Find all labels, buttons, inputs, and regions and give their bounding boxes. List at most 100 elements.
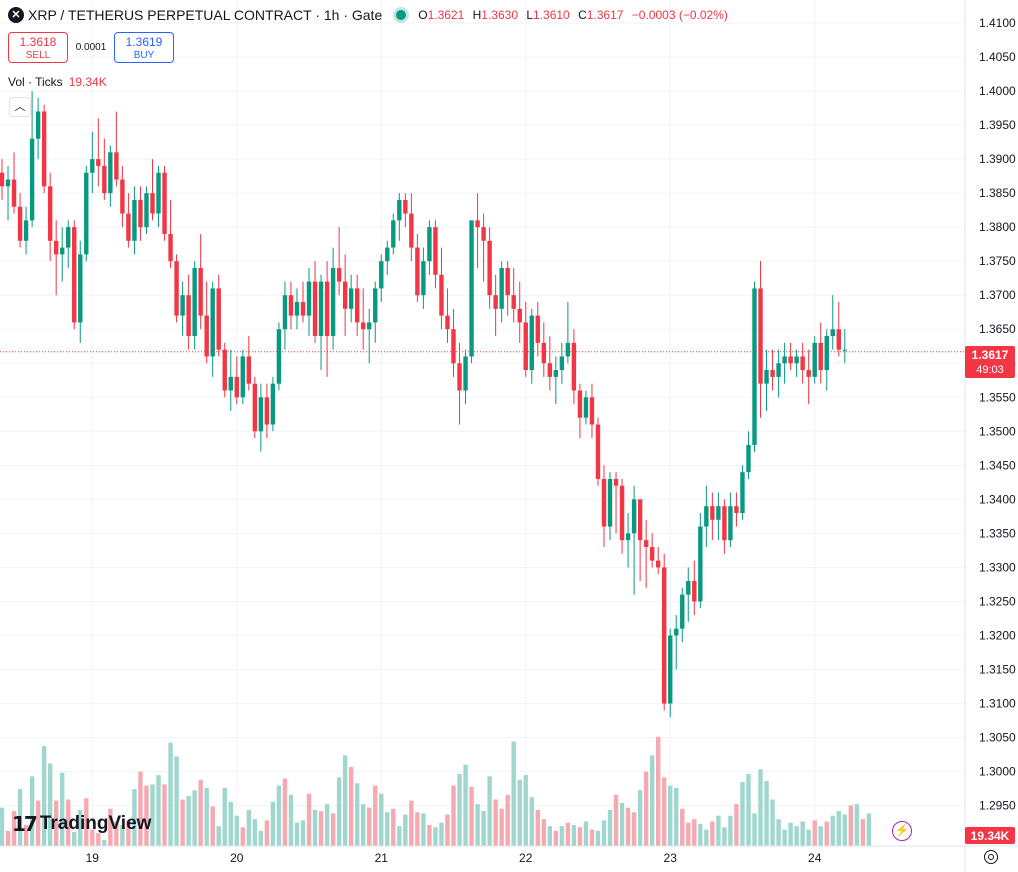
candle-body xyxy=(547,363,553,377)
buy-button[interactable]: 1.3619 BUY xyxy=(114,32,174,63)
candle-body xyxy=(668,635,673,704)
volume-bar xyxy=(746,773,751,846)
candle-body xyxy=(144,193,149,228)
candle-body xyxy=(463,356,468,391)
candle-body xyxy=(72,227,77,323)
volume-bar xyxy=(668,785,673,846)
price-tick-label: 1.3100 xyxy=(979,697,1016,711)
candle-body xyxy=(361,322,366,330)
price-tick-label: 1.4050 xyxy=(979,50,1016,64)
candle-body xyxy=(740,472,745,513)
candle-body xyxy=(415,247,420,296)
volume-bar xyxy=(288,794,294,846)
candle-body xyxy=(120,179,125,214)
candle-body xyxy=(373,288,378,323)
tv-logo-icon: 17 xyxy=(12,812,38,836)
volume-bar xyxy=(66,799,71,846)
candle-body xyxy=(674,628,679,636)
candle-body xyxy=(752,288,757,445)
candle-body xyxy=(758,288,763,384)
volume-bar xyxy=(571,825,577,846)
volume-bar xyxy=(824,821,829,846)
sell-button[interactable]: 1.3618 SELL xyxy=(8,32,68,63)
time-axis[interactable]: 19 20 21 22 23 24 xyxy=(86,851,822,865)
price-tick-label: 1.3350 xyxy=(979,526,1016,540)
candle-body xyxy=(150,193,155,214)
volume-bar xyxy=(379,793,384,846)
volume-bar xyxy=(403,814,408,846)
candle-body xyxy=(812,342,817,377)
price-axis[interactable]: 1.4100 1.4050 1.4000 1.3950 1.3900 1.3850 1.38… xyxy=(979,16,1016,813)
volume-bar xyxy=(0,807,5,846)
volume-bar xyxy=(210,806,215,846)
candle-body xyxy=(300,302,306,316)
price-tick-label: 1.4100 xyxy=(979,16,1016,30)
candle-body xyxy=(631,499,637,534)
candle-body xyxy=(577,390,583,418)
volume-bar xyxy=(698,823,703,846)
candle-body xyxy=(138,199,143,228)
volume-badge-value: 19.34K xyxy=(971,829,1010,843)
candle-body xyxy=(276,329,282,384)
candle-body xyxy=(800,356,805,371)
candle-body xyxy=(445,315,450,330)
time-tick-label: 22 xyxy=(519,851,533,865)
candle-body xyxy=(192,267,197,337)
price-tick-label: 1.3900 xyxy=(979,152,1016,166)
candle-body xyxy=(96,159,101,166)
candle-body xyxy=(306,281,312,316)
volume-bar xyxy=(752,813,757,846)
volume-bar xyxy=(800,821,805,846)
candle-body xyxy=(601,478,607,527)
candle-body xyxy=(108,152,113,194)
volume-bar xyxy=(240,827,245,846)
close-value: 1.3617 xyxy=(586,8,624,22)
volume-bar xyxy=(794,826,799,846)
volume-bar xyxy=(47,763,53,846)
candle-body xyxy=(433,227,438,275)
lightning-icon[interactable]: ⚡ xyxy=(892,821,912,841)
collapse-legend-button[interactable]: ︿ xyxy=(9,97,31,117)
volume-bar xyxy=(517,779,522,846)
candle-body xyxy=(475,220,480,228)
candle-body xyxy=(842,349,847,351)
volume-bar xyxy=(595,830,601,846)
volume-bar xyxy=(764,780,769,846)
volume-bar xyxy=(463,764,468,846)
candle-body xyxy=(722,506,727,541)
candle-body xyxy=(806,370,811,377)
candle-body xyxy=(481,227,486,241)
volume-bar xyxy=(776,819,781,846)
volume-bar xyxy=(818,826,823,846)
candle-body xyxy=(330,267,336,337)
volume-bar xyxy=(710,821,715,846)
candle-body xyxy=(102,165,107,194)
volume-bar xyxy=(60,772,65,846)
high-value: 1.3630 xyxy=(481,8,518,22)
low-value: 1.3610 xyxy=(533,8,570,22)
candle-body xyxy=(643,540,649,547)
settings-gear-icon[interactable] xyxy=(984,850,998,864)
price-tick-label: 1.3200 xyxy=(979,628,1016,642)
volume-bars xyxy=(0,736,872,846)
volume-bar xyxy=(740,782,745,846)
volume-bar xyxy=(758,769,763,846)
volume-bar xyxy=(354,783,360,846)
volume-legend[interactable]: Vol · Ticks 19.34K xyxy=(8,75,107,89)
tradingview-logo[interactable]: 17 TradingView xyxy=(12,812,151,836)
candle-body xyxy=(367,322,372,330)
candle-body xyxy=(90,159,95,173)
volume-bar xyxy=(11,811,17,846)
market-status-icon xyxy=(396,10,407,20)
candle-body xyxy=(336,267,342,282)
volume-bar xyxy=(216,826,221,846)
candle-body xyxy=(29,138,35,221)
candle-body xyxy=(692,581,697,602)
volume-bar xyxy=(252,819,258,846)
volume-bar xyxy=(601,820,607,846)
volume-bar xyxy=(53,800,59,846)
volume-bar xyxy=(487,776,492,846)
symbol-title[interactable]: XRP / TETHERUS PERPETUAL CONTRACT · 1h ·… xyxy=(28,7,383,23)
x-close-icon[interactable]: ✕ xyxy=(8,7,24,23)
